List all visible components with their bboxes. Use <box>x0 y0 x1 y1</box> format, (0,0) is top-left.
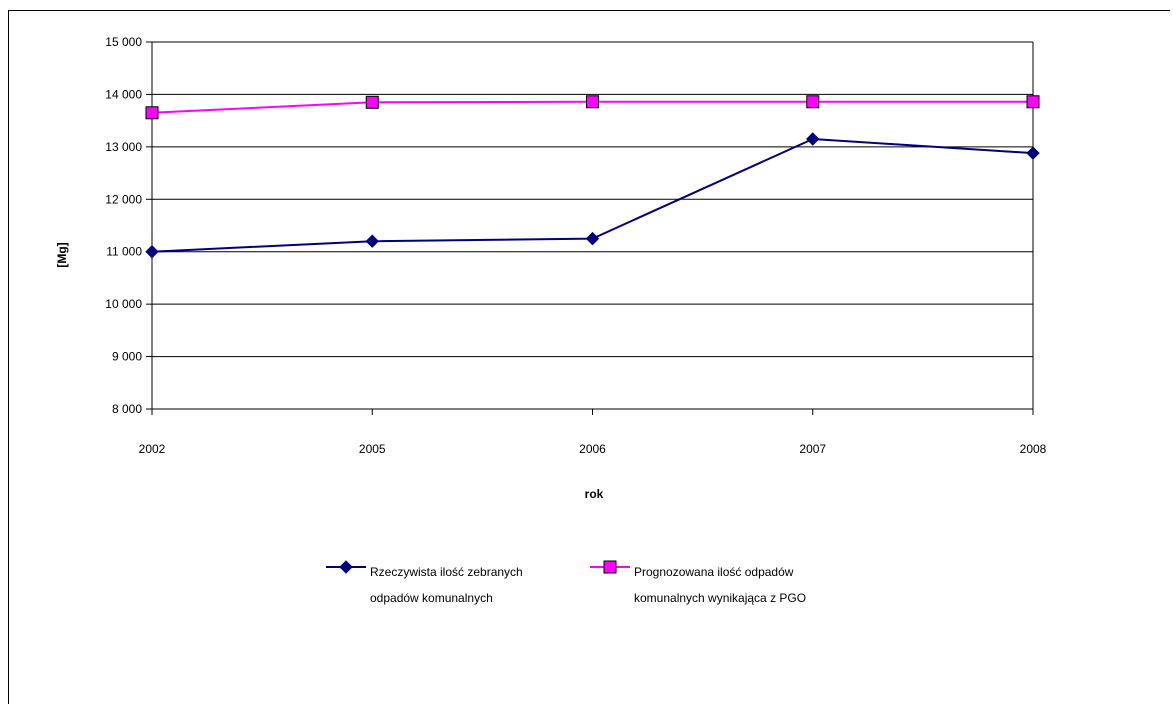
x-tick-label: 2007 <box>799 442 826 456</box>
legend-label: odpadów komunalnych <box>370 591 493 605</box>
x-tick-labels: 2002 2005 2006 2007 2008 <box>139 442 1047 456</box>
data-point <box>1026 146 1040 160</box>
y-tick-label: 9 000 <box>112 350 142 364</box>
data-point <box>585 231 600 246</box>
y-axis-label: [Mg] <box>55 242 69 267</box>
y-tick-labels: 8 000 9 000 10 000 11 000 12 000 13 000 14 000… <box>105 35 142 416</box>
legend-label: komunalnych wynikająca z PGO <box>634 591 806 605</box>
y-tick-label: 12 000 <box>105 192 142 206</box>
series-2 <box>145 95 1040 120</box>
x-tick-label: 2002 <box>139 442 166 456</box>
data-point <box>145 245 159 259</box>
y-tick-label: 14 000 <box>105 87 142 101</box>
data-point <box>1026 95 1040 109</box>
x-tick-label: 2006 <box>579 442 606 456</box>
data-point <box>145 106 159 120</box>
y-tick-label: 11 000 <box>106 245 142 259</box>
x-tick-label: 2008 <box>1020 442 1047 456</box>
legend-marker <box>603 560 617 574</box>
data-point <box>806 95 820 109</box>
y-tick-label: 8 000 <box>112 402 142 416</box>
legend-entry-2: Prognozowana ilość odpadów komunalnych wy… <box>590 560 806 605</box>
series <box>145 95 1040 259</box>
x-tick-label: 2005 <box>359 442 386 456</box>
x-axis-label: rok <box>585 487 604 501</box>
y-tick-label: 15 000 <box>105 35 142 49</box>
legend-marker <box>339 560 353 574</box>
series-1 <box>145 132 1040 259</box>
data-point <box>586 95 599 109</box>
data-point <box>365 95 379 109</box>
legend-label: Prognozowana ilość odpadów <box>634 565 794 579</box>
y-tick-label: 10 000 <box>105 297 142 311</box>
data-point <box>365 234 379 248</box>
y-tick-label: 13 000 <box>105 140 142 154</box>
legend: Rzeczywista ilość zebranych odpadów komun… <box>326 560 806 605</box>
chart-frame <box>8 10 1170 704</box>
legend-label: Rzeczywista ilość zebranych <box>370 565 523 579</box>
legend-entry-1: Rzeczywista ilość zebranych odpadów komun… <box>326 560 523 605</box>
data-point <box>806 132 820 146</box>
